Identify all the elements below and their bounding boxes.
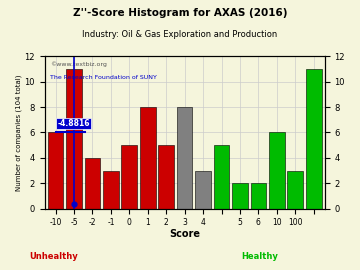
Bar — [251, 183, 266, 209]
Bar — [48, 133, 63, 209]
Text: -4.8816: -4.8816 — [57, 119, 90, 128]
Bar — [121, 145, 137, 209]
Bar — [177, 107, 193, 209]
Text: Healthy: Healthy — [241, 252, 278, 261]
Bar — [140, 107, 156, 209]
Bar — [158, 145, 174, 209]
Text: Industry: Oil & Gas Exploration and Production: Industry: Oil & Gas Exploration and Prod… — [82, 30, 278, 39]
Bar — [66, 69, 82, 209]
Bar — [214, 145, 229, 209]
Bar — [85, 158, 100, 209]
Bar — [306, 69, 321, 209]
Text: The Research Foundation of SUNY: The Research Foundation of SUNY — [50, 75, 157, 80]
Bar — [103, 171, 119, 209]
Bar — [195, 171, 211, 209]
Y-axis label: Number of companies (104 total): Number of companies (104 total) — [15, 74, 22, 191]
Text: Z''-Score Histogram for AXAS (2016): Z''-Score Histogram for AXAS (2016) — [73, 8, 287, 18]
Text: ©www.textbiz.org: ©www.textbiz.org — [50, 61, 107, 66]
X-axis label: Score: Score — [169, 229, 200, 239]
Bar — [269, 133, 285, 209]
Text: Unhealthy: Unhealthy — [30, 252, 78, 261]
Bar — [287, 171, 303, 209]
Bar — [232, 183, 248, 209]
